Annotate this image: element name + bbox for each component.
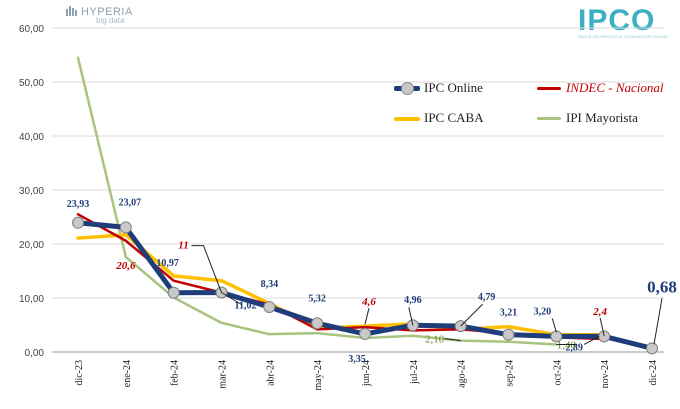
legend-marker-ipc-online xyxy=(401,82,414,95)
ipc-online-point xyxy=(167,286,180,299)
data-label-ipc-online: 10,97 xyxy=(156,258,179,269)
ipc-online-point xyxy=(646,342,658,355)
x-tick-label: dic-24 xyxy=(648,360,659,386)
ipco-name: IPCO xyxy=(578,4,656,37)
x-tick-label: feb-24 xyxy=(170,360,181,386)
hyperia-name: HYPERIA xyxy=(81,6,133,18)
ipc-online-point xyxy=(502,328,515,341)
x-tick-label: ago-24 xyxy=(457,360,468,388)
data-label-ipc-online: 3,21 xyxy=(500,308,518,319)
ipc-online-point xyxy=(72,216,84,229)
legend-label-ipi: IPI Mayorista xyxy=(566,110,638,125)
data-label-ipi: 2,10 xyxy=(425,334,445,346)
legend-label-indec: INDEC - Nacional xyxy=(566,80,664,95)
leader-line xyxy=(408,307,414,326)
data-label-ipc-online: 3,20 xyxy=(534,306,552,317)
leader-line xyxy=(364,308,370,325)
leader-line xyxy=(653,298,663,345)
data-label-ipc-online: 2,89 xyxy=(565,342,583,353)
leader-line xyxy=(221,292,242,305)
ipc-online-point xyxy=(359,327,371,340)
data-label-indec: 11 xyxy=(178,240,188,252)
leader-line xyxy=(191,245,222,293)
legend-label-ipc-caba: IPC CABA xyxy=(424,110,484,125)
legend-swatch-ipc-caba xyxy=(394,117,420,121)
y-tick-label: 30,00 xyxy=(19,186,44,197)
legend-swatch-ipi xyxy=(537,117,561,120)
hyperia-bars-icon xyxy=(66,6,77,16)
legend-label-ipc-online: IPC Online xyxy=(424,80,483,95)
ipc-online-point xyxy=(263,300,276,313)
x-tick-label: may-24 xyxy=(313,360,324,391)
leader-line xyxy=(599,317,605,337)
y-tick-label: 10,00 xyxy=(19,294,44,305)
data-label-ipc-online: 4,96 xyxy=(404,295,422,306)
data-label-ipc-online: 23,93 xyxy=(67,199,90,210)
leader-line xyxy=(460,303,484,327)
data-label-ipc-online: 8,34 xyxy=(261,279,279,290)
ipc-online-point xyxy=(598,330,611,343)
data-label-indec: 20,6 xyxy=(115,260,136,272)
hyperia-sub: big data xyxy=(96,16,125,25)
x-tick-label: mar-24 xyxy=(218,360,229,389)
data-label-ipc-online: 4,79 xyxy=(478,292,496,303)
ipco-tagline: ÍNDICE DE PRECIOS AL CONSUMIDOR ONLINE xyxy=(578,34,668,39)
data-label-ipc-online: 0,68 xyxy=(647,277,677,296)
legend-swatch-indec xyxy=(537,87,561,90)
data-label-ipc-online: 23,07 xyxy=(119,197,142,208)
ipc-online-point xyxy=(119,221,132,234)
y-tick-label: 60,00 xyxy=(19,24,44,35)
series-line-ipi-mayorista xyxy=(76,56,558,346)
x-tick-label: dic-23 xyxy=(74,360,85,386)
x-tick-label: nov-24 xyxy=(600,360,611,388)
leader-line xyxy=(551,318,557,333)
x-tick-label: ene-24 xyxy=(122,360,133,387)
x-tick-label: jun-24 xyxy=(361,360,372,387)
data-label-ipi: 1,40 xyxy=(557,339,577,351)
x-tick-label: oct-24 xyxy=(552,360,563,386)
y-tick-label: 0,00 xyxy=(25,348,45,359)
hyperia-logo: HYPERIA big data xyxy=(66,6,133,25)
ipco-logo: IPCO ÍNDICE DE PRECIOS AL CONSUMIDOR ONL… xyxy=(578,4,668,39)
leader-line xyxy=(583,335,600,345)
leader-line xyxy=(444,338,461,342)
data-label-indec: 2,4 xyxy=(592,306,607,318)
data-label-ipc-online: 11,02 xyxy=(235,300,257,311)
data-label-ipc-online: 5,32 xyxy=(308,293,326,304)
y-tick-label: 50,00 xyxy=(19,78,44,89)
x-tick-label: abr-24 xyxy=(265,360,276,386)
series-line-indec-nacional xyxy=(76,213,606,341)
ipc-online-point xyxy=(311,317,324,330)
y-tick-label: 20,00 xyxy=(19,240,44,251)
data-label-indec: 4,6 xyxy=(361,296,376,308)
y-tick-label: 40,00 xyxy=(19,132,44,143)
x-tick-label: jul-24 xyxy=(409,360,420,385)
x-tick-label: sep-24 xyxy=(505,360,516,387)
data-label-ipc-online: 3,35 xyxy=(348,354,366,365)
